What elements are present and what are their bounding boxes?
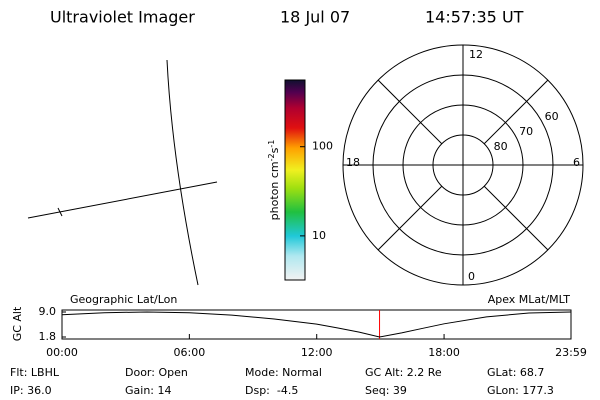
- panel-title: Geographic Lat/Lon: [70, 293, 177, 306]
- timeline: Geographic Lat/Lon Apex MLat/MLT GC Alt 9.0…: [11, 293, 587, 359]
- status-field: Dsp: -4.5: [245, 384, 298, 397]
- time: 14:57:35 UT: [425, 8, 524, 27]
- colorbar: [284, 79, 306, 281]
- y-axis-label: GC Alt: [11, 306, 24, 341]
- mlt-label: 0: [468, 270, 475, 283]
- title: Ultraviolet Imager: [50, 8, 195, 27]
- lat-ring: [402, 104, 524, 226]
- lat-ring: [432, 134, 494, 196]
- footer: Flt: LBHL Door: Open Mode: Normal GC Alt: 2…: [10, 366, 554, 397]
- x-tick-label: 12:00: [301, 346, 333, 359]
- diagonal: [377, 185, 443, 251]
- altitude-line: [61, 311, 572, 338]
- status-field: Seq: 39: [365, 384, 407, 397]
- mlt-label: 18: [346, 156, 360, 169]
- status-field: GLon: 177.3: [487, 384, 554, 397]
- panel-title: Apex MLat/MLT: [488, 293, 571, 306]
- diagonal: [483, 79, 549, 145]
- date: 18 Jul 07: [280, 8, 350, 27]
- y-tick-label: 1.8: [39, 330, 57, 343]
- mlt-label: 12: [469, 48, 483, 61]
- mlt-label: 6: [573, 156, 580, 169]
- lat-label: 70: [519, 125, 533, 138]
- status-field: IP: 36.0: [10, 384, 52, 397]
- colorbar-label: photon cm-2s-1: [267, 140, 282, 221]
- y-tick-label: 9.0: [39, 305, 57, 318]
- colorbar-tick-label: 10: [312, 229, 326, 242]
- status-field: Flt: LBHL: [10, 366, 60, 379]
- x-tick-label: 06:00: [174, 346, 206, 359]
- colorbar-tick-label: 100: [312, 140, 333, 153]
- status-field: Door: Open: [125, 366, 188, 379]
- diagonal: [377, 79, 443, 145]
- lat-label: 60: [545, 110, 559, 123]
- geo-grid: [27, 59, 218, 286]
- status-field: GLat: 68.7: [487, 366, 544, 379]
- diagonal: [483, 185, 549, 251]
- status-field: Mode: Normal: [245, 366, 322, 379]
- x-tick-label: 00:00: [46, 346, 78, 359]
- x-tick-label: 18:00: [428, 346, 460, 359]
- x-tick-label: 23:59: [555, 346, 587, 359]
- lat-ring: [372, 74, 554, 256]
- lat-label: 80: [494, 140, 508, 153]
- status-field: GC Alt: 2.2 Re: [365, 366, 442, 379]
- status-field: Gain: 14: [125, 384, 172, 397]
